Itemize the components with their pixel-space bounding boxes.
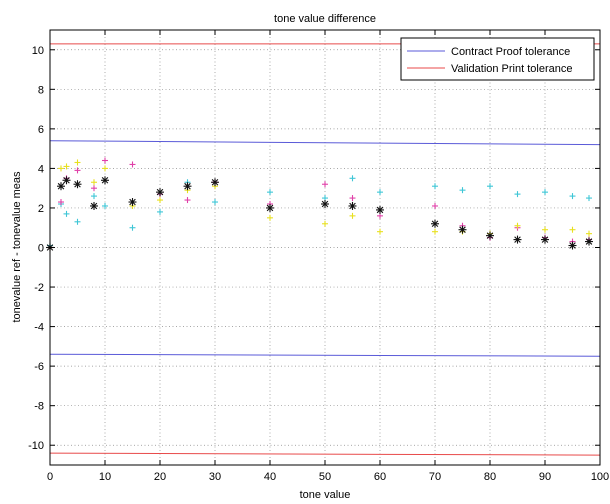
- legend-label: Contract Proof tolerance: [451, 46, 570, 58]
- data-point: [431, 219, 439, 228]
- data-point: [348, 201, 357, 210]
- data-point: [266, 203, 274, 212]
- data-point: [322, 220, 328, 227]
- data-point: [157, 197, 163, 204]
- x-tick-label: 30: [209, 471, 221, 483]
- data-point: [212, 199, 218, 206]
- y-tick-label: 2: [38, 203, 44, 215]
- data-point: [432, 183, 438, 190]
- tolerance-line-lower: [49, 452, 601, 456]
- tolerance-line-upper: [49, 140, 601, 146]
- data-point: [74, 159, 81, 166]
- data-point: [514, 222, 521, 229]
- x-tick-label: 40: [264, 471, 276, 483]
- data-point: [377, 228, 383, 235]
- x-tick-label: 90: [539, 471, 551, 483]
- data-point: [349, 175, 356, 182]
- y-tick-label: 4: [38, 163, 44, 175]
- data-point: [58, 199, 64, 206]
- y-tick-label: -4: [34, 322, 44, 334]
- data-point: [542, 189, 548, 196]
- y-tick-label: 6: [38, 124, 44, 136]
- y-tick-label: -8: [34, 401, 44, 413]
- x-axis-label: tone value: [300, 489, 351, 501]
- data-point: [487, 183, 493, 190]
- data-point: [73, 180, 82, 189]
- data-point: [514, 191, 521, 198]
- data-point: [129, 224, 136, 231]
- y-axis-label: tonevalue ref - tonevalue meas: [11, 171, 23, 323]
- x-tick-label: 70: [429, 471, 441, 483]
- y-tick-label: 0: [38, 243, 44, 255]
- data-point: [513, 235, 522, 244]
- data-point: [322, 181, 328, 188]
- data-point: [102, 157, 108, 164]
- x-tick-label: 60: [374, 471, 386, 483]
- x-tick-label: 100: [591, 471, 609, 483]
- data-point: [542, 226, 548, 233]
- data-point: [432, 228, 438, 235]
- data-point: [63, 163, 70, 170]
- data-point: [432, 202, 438, 209]
- axis-ticks: 0 10 20 30 40 50 60 70 80 90 100 -10 -8 -6 -4 -2 0 2 4 6 8 10: [28, 30, 609, 483]
- legend-box: [400, 37, 595, 81]
- legend-label: Validation Print tolerance: [451, 63, 572, 75]
- tolerance-line-lower: [49, 353, 601, 357]
- data-point: [349, 212, 356, 219]
- data-point: [376, 205, 384, 214]
- data-point: [377, 189, 383, 196]
- data-point: [74, 167, 81, 174]
- data-point: [541, 235, 549, 244]
- data-point: [349, 195, 356, 202]
- data-point: [569, 226, 576, 233]
- data-point: [58, 165, 64, 172]
- y-tick-label: -6: [34, 361, 44, 373]
- x-tick-label: 0: [47, 471, 53, 483]
- x-tick-label: 20: [154, 471, 166, 483]
- data-point: [91, 185, 97, 192]
- data-point: [102, 165, 108, 172]
- data-point: [184, 197, 191, 204]
- data-point: [74, 218, 81, 225]
- data-point: [459, 187, 466, 194]
- data-point: [585, 237, 593, 246]
- chart-title: tone value difference: [274, 13, 376, 25]
- data-point: [101, 176, 109, 185]
- data-point: [267, 214, 273, 221]
- data-point: [586, 195, 592, 202]
- data-point: [102, 202, 108, 209]
- data-point: [569, 193, 576, 200]
- grid-lines: [50, 30, 600, 465]
- x-tick-label: 50: [319, 471, 331, 483]
- x-tick-label: 10: [99, 471, 111, 483]
- x-tick-label: 80: [484, 471, 496, 483]
- data-point: [62, 176, 71, 185]
- data-point: [156, 188, 164, 197]
- data-point: [91, 193, 97, 200]
- y-tick-label: -10: [28, 440, 44, 452]
- data-point: [458, 225, 467, 234]
- data-point: [183, 182, 192, 191]
- data-point: [57, 182, 65, 191]
- data-points: [46, 157, 593, 252]
- data-point: [90, 201, 98, 210]
- data-point: [91, 179, 97, 186]
- data-point: [129, 161, 136, 168]
- legend: Contract Proof tolerance Validation Print…: [400, 37, 595, 81]
- y-tick-label: 8: [38, 84, 44, 96]
- data-point: [128, 198, 137, 207]
- data-point: [586, 230, 592, 237]
- data-point: [157, 208, 163, 215]
- data-point: [486, 231, 494, 240]
- data-point: [568, 241, 577, 250]
- data-point: [63, 210, 70, 217]
- data-point: [211, 178, 219, 187]
- y-tick-label: -2: [34, 282, 44, 294]
- data-point: [267, 189, 273, 196]
- data-point: [321, 200, 329, 208]
- y-tick-label: 10: [32, 45, 44, 57]
